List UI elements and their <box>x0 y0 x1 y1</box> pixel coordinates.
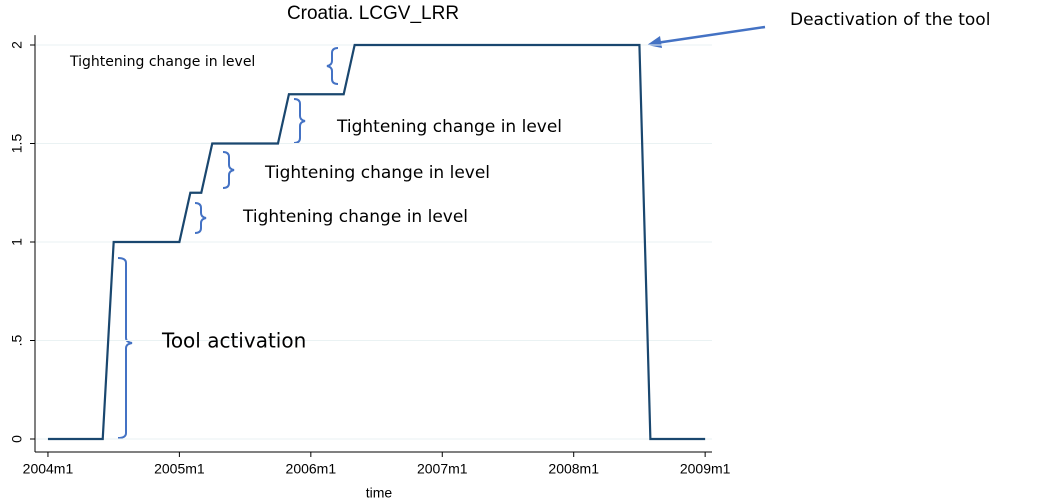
arrow-head <box>647 36 662 48</box>
annotation: Tightening change in level <box>69 54 255 70</box>
y-tick-label: 1.5 <box>9 134 25 154</box>
annotation: Deactivation of the tool <box>790 10 990 30</box>
x-tick-label: 2009m1 <box>680 461 731 477</box>
y-tick-label: 0 <box>9 435 25 443</box>
x-tick-label: 2008m1 <box>548 461 599 477</box>
brace <box>326 47 339 85</box>
chart-title: Croatia. LCGV_LRR <box>287 3 459 24</box>
data-line <box>47 43 706 441</box>
x-axis-label: time <box>366 485 393 501</box>
y-tick-label: 2 <box>9 41 25 49</box>
x-tick-label: 2005m1 <box>154 461 205 477</box>
annotation: Tightening change in level <box>336 117 562 137</box>
y-tick-label: 1 <box>9 238 25 246</box>
x-tick-label: 2007m1 <box>417 461 468 477</box>
annotation: Tool activation <box>161 329 306 353</box>
annotation: Tightening change in level <box>264 163 490 183</box>
annotation-arrow <box>655 25 766 45</box>
annotation-braces <box>117 47 339 439</box>
brace <box>117 257 133 439</box>
y-tick-label: .5 <box>9 334 25 346</box>
x-tick-label: 2006m1 <box>286 461 337 477</box>
brace <box>194 202 207 234</box>
brace <box>222 151 235 189</box>
annotation: Tightening change in level <box>242 207 468 227</box>
x-tick-label: 2004m1 <box>23 461 74 477</box>
brace <box>293 98 306 144</box>
